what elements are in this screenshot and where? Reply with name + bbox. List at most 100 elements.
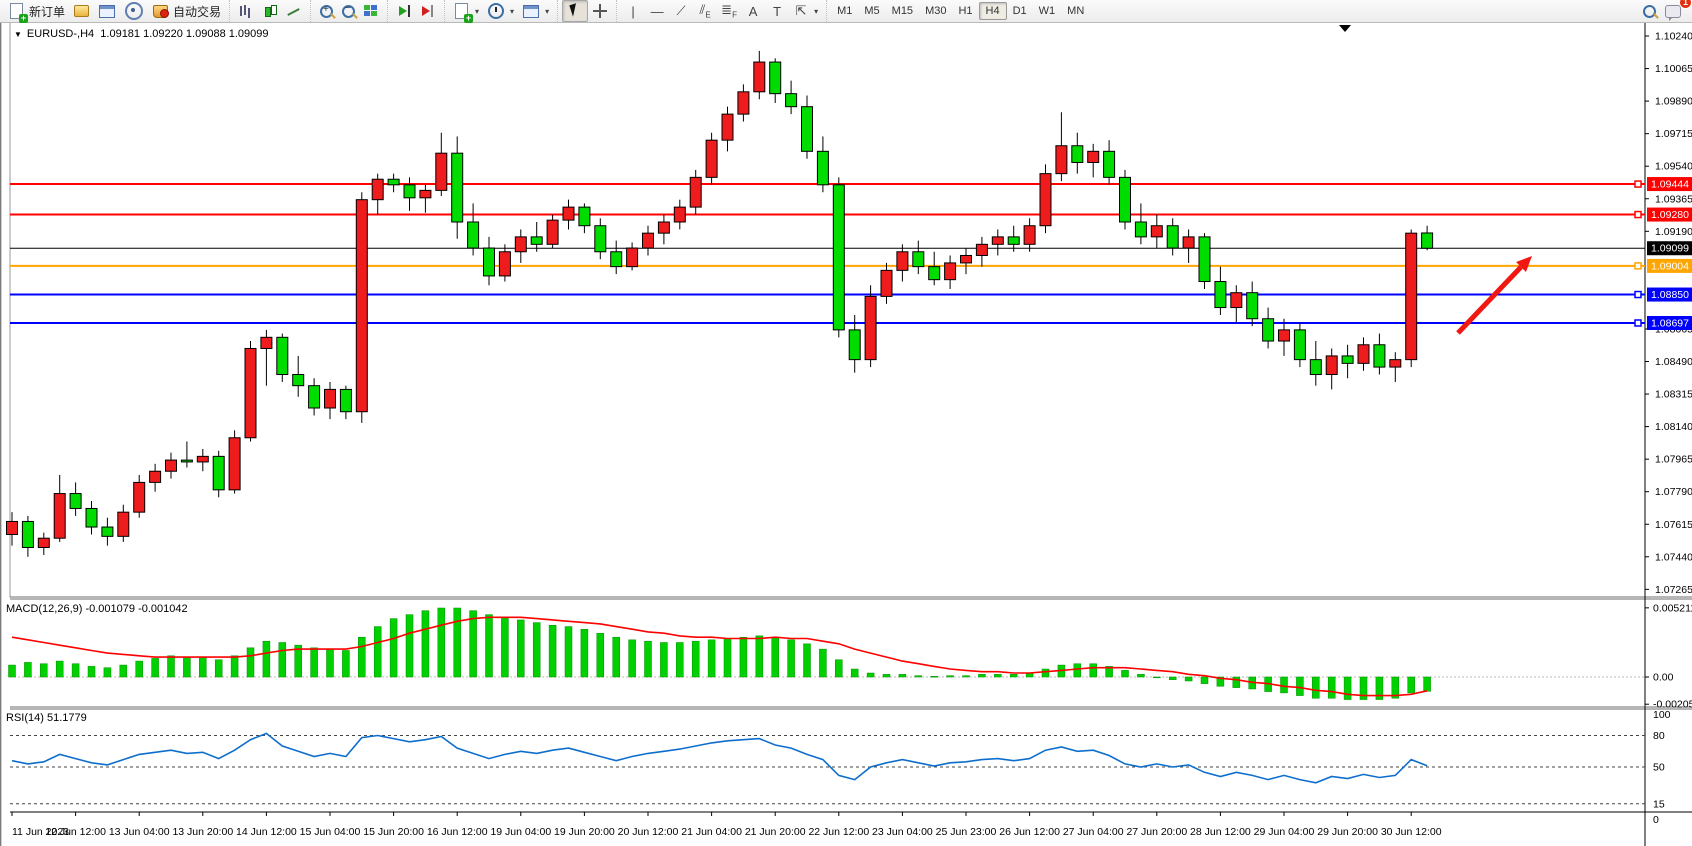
new-chart-button[interactable]: [94, 1, 120, 21]
macd-histogram-bar: [389, 618, 398, 678]
notification-badge: 1: [1679, 0, 1692, 9]
auto-trading-label: 自动交易: [173, 4, 222, 19]
chart-canvas[interactable]: 1.10240 1.10065 1.09890 1.09715 1.09540 1.093…: [2, 22, 1692, 846]
macd-histogram-bar: [517, 619, 525, 678]
line-chart-button[interactable]: [282, 1, 306, 21]
trendline-button[interactable]: ⟋: [669, 1, 693, 21]
candle: [578, 206, 591, 227]
macd-histogram-bar: [723, 638, 732, 678]
annotation-arrow[interactable]: [1456, 265, 1523, 335]
time-label: 19 Jun 20:00: [554, 826, 615, 838]
market-watch-icon: [74, 5, 90, 17]
line-handle[interactable]: [1634, 180, 1642, 188]
time-label: 15 Jun 20:00: [363, 826, 424, 838]
time-label: 27 Jun 04:00: [1063, 826, 1124, 838]
search-button[interactable]: [1638, 1, 1660, 21]
macd-histogram-bar: [707, 639, 716, 678]
timeframe-button-H4[interactable]: H4: [978, 2, 1007, 20]
timeframe-button-M15[interactable]: M15: [891, 5, 914, 17]
candlestick-chart-button[interactable]: [258, 1, 282, 21]
line-handle[interactable]: [1634, 290, 1642, 299]
rsi-axis-label: 100: [1653, 709, 1671, 721]
candle: [196, 455, 209, 463]
price-label-chip-text: 1.09004: [1651, 260, 1689, 272]
signals-button[interactable]: [120, 1, 148, 21]
timeframe-button-M5[interactable]: M5: [864, 5, 880, 17]
chart-shift-button[interactable]: [416, 1, 440, 21]
line-handle[interactable]: [1634, 319, 1642, 327]
macd-histogram-bar: [787, 639, 795, 678]
timeframe-button-M1[interactable]: M1: [837, 5, 853, 17]
time-label: 12 Jun 12:00: [45, 826, 106, 838]
horizontal-line-button[interactable]: —: [645, 1, 669, 21]
timeframe-button-M30[interactable]: M30: [925, 5, 947, 17]
timeframe-button-W1[interactable]: W1: [1038, 5, 1056, 17]
bar-chart-button[interactable]: [234, 1, 258, 21]
line-handle[interactable]: [1634, 210, 1642, 219]
cursor-button[interactable]: [562, 0, 589, 22]
line-handle[interactable]: [1634, 262, 1642, 270]
vertical-line-button[interactable]: |: [621, 1, 645, 21]
arrows-button[interactable]: ⇱ ▾: [789, 1, 822, 21]
indicators-icon: [455, 3, 474, 23]
macd-histogram-bar: [135, 660, 143, 678]
annotation-arrow-head[interactable]: [1516, 256, 1532, 272]
time-label: 27 Jun 20:00: [1126, 826, 1187, 838]
price-tick-label: 1.10240: [1655, 31, 1692, 43]
chart-menu-icon[interactable]: ▼: [14, 30, 22, 39]
macd-histogram-bar: [1041, 668, 1050, 678]
macd-histogram-bar: [994, 674, 1002, 678]
auto-scroll-button[interactable]: [392, 1, 416, 21]
candle: [1389, 359, 1402, 368]
timeframe-button-D1[interactable]: D1: [1012, 5, 1027, 17]
macd-pane-label: MACD(12,26,9) -0.001079 -0.001042: [6, 603, 188, 615]
macd-histogram-bar: [1137, 674, 1145, 678]
line-chart-icon: [286, 3, 302, 19]
candle: [355, 199, 368, 413]
macd-histogram-bar: [151, 658, 159, 678]
toolbar: 新订单 自动交易 ▾ ▾ ▾: [0, 0, 1692, 23]
text-button[interactable]: A: [741, 1, 765, 21]
templates-button[interactable]: ▾: [518, 1, 553, 21]
chart-window[interactable]: ▼ EURUSD-,H4 1.09181 1.09220 1.09088 1.09…: [0, 22, 1692, 846]
equidistant-channel-button[interactable]: ⫽E: [693, 1, 717, 21]
new-order-button[interactable]: 新订单: [4, 1, 69, 23]
macd-histogram-bar: [1009, 674, 1018, 678]
search-icon: [1643, 5, 1656, 18]
candle: [1230, 292, 1243, 309]
candle: [85, 507, 98, 528]
rsi-axis-label: 0: [1653, 814, 1659, 826]
candle: [1055, 145, 1068, 175]
chat-bubble-icon: [1665, 4, 1681, 21]
auto-trading-button[interactable]: 自动交易: [148, 1, 225, 21]
macd-histogram-bar: [1280, 676, 1288, 694]
zoom-out-button[interactable]: [337, 1, 359, 21]
indicators-button[interactable]: ▾: [449, 1, 483, 23]
time-label: 19 Jun 04:00: [490, 826, 551, 838]
timeframe-button-H1[interactable]: H1: [958, 5, 973, 17]
candle: [1262, 318, 1275, 342]
periods-button[interactable]: ▾: [483, 1, 518, 21]
macd-histogram-bar: [453, 607, 461, 678]
market-watch-button[interactable]: [69, 1, 94, 21]
timeframe-button-MN[interactable]: MN: [1067, 5, 1085, 17]
candle: [435, 152, 448, 191]
fibonacci-button[interactable]: ≣F: [717, 1, 741, 21]
macd-histogram-bar: [771, 636, 779, 678]
candle: [101, 526, 114, 537]
tile-windows-button[interactable]: [359, 1, 383, 21]
vertical-line-icon: |: [631, 3, 635, 19]
macd-histogram-bar: [40, 663, 48, 678]
crosshair-button[interactable]: [588, 1, 612, 21]
time-label: 14 Jun 12:00: [236, 826, 297, 838]
macd-histogram-bar: [485, 614, 493, 678]
text-label-button[interactable]: T: [765, 1, 789, 21]
macd-histogram-bar: [580, 628, 589, 678]
chart-shift-marker[interactable]: [1339, 25, 1351, 32]
candle: [21, 520, 34, 549]
notifications-button[interactable]: 1: [1660, 0, 1692, 21]
macd-histogram-bar: [596, 632, 605, 678]
macd-histogram-bar: [882, 674, 891, 678]
zoom-in-button[interactable]: [315, 1, 337, 21]
macd-histogram-bar: [214, 659, 223, 678]
